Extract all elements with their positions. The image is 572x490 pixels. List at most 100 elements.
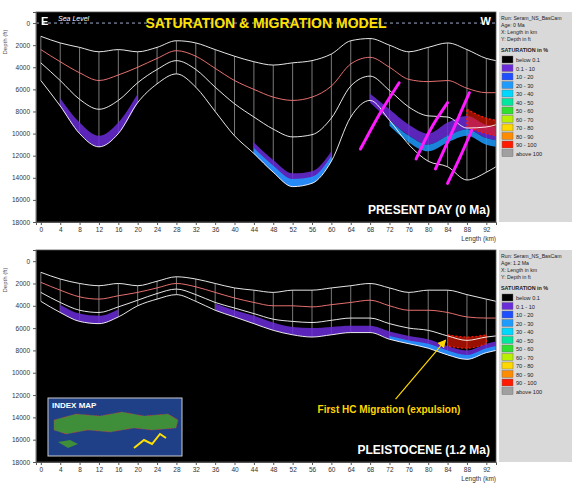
x-tick-mark [99,462,100,465]
legend-swatch [502,345,513,352]
legend-label: 50 - 60 [516,346,533,352]
x-tick-label: 52 [290,226,298,233]
legend-swatch [502,371,513,378]
y-tick: 0 [26,20,36,27]
mesh-line [195,43,196,87]
y-tick-mark [33,23,36,24]
x-tick-mark [389,462,390,465]
index-map-land [54,412,178,434]
x-tick-mark [176,222,177,225]
y-tick-mark [33,134,36,135]
x-tick-mark [389,222,390,225]
legend-label: 30 - 40 [516,329,533,335]
x-tick-mark [428,462,429,465]
y-tick-mark [33,440,36,441]
x-tick: 28 [173,462,181,473]
y-tick: 10000 [12,130,36,137]
x-tick-label: 80 [425,466,433,473]
mesh-line [176,41,177,74]
run-info: Age: 1.2 Ma [501,260,529,266]
x-tick: 68 [367,462,375,473]
x-tick: 40 [231,222,239,233]
x-tick-mark [118,222,119,225]
plot-data [41,36,496,186]
mesh-line [79,47,80,133]
x-tick-label: 12 [96,466,104,473]
x-tick-mark [467,462,468,465]
horizon-line [41,282,496,318]
mesh-line [40,36,41,80]
x-tick-label: 68 [367,226,375,233]
y-tick-mark [33,417,36,418]
legend-swatch [502,90,513,97]
x-tick-mark [448,462,449,465]
x-axis-title: Length (km) [461,235,496,243]
legend-swatch [502,107,513,114]
horizon-line [41,289,496,340]
mesh-line [176,277,177,295]
legend-label: 70 - 80 [516,363,533,369]
y-tick: 0 [26,258,36,265]
mesh-line [350,286,351,333]
horizon-line [41,272,496,301]
mesh-line [370,39,371,101]
legend-swatch [502,82,513,89]
x-tick: 68 [367,222,375,233]
x-tick-mark [293,222,294,225]
y-tick-label: 8000 [16,108,31,115]
x-tick-mark [409,222,410,225]
y-tick-label: 12000 [12,392,30,399]
legend-title: SATURATION in % [501,285,548,291]
x-tick-label: 60 [328,466,336,473]
mesh-line [234,56,235,136]
y-tick-mark [33,89,36,90]
annotation-text: First HC Migration (expulsion) [318,404,461,415]
run-info: Run: Seram_NS_BasCam [501,15,562,21]
y-tick-label: 14000 [12,414,30,421]
x-tick-label: 32 [193,466,201,473]
x-tick-label: 4 [59,226,63,233]
fault-line [435,93,469,169]
panel-label: PLEISTOCENE (1.2 Ma) [358,443,490,457]
y-tick-label: 4000 [16,302,31,309]
mesh-line [157,281,158,299]
x-tick: 48 [270,222,278,233]
x-tick-mark [312,222,313,225]
legend-label: 10 - 20 [516,74,533,80]
y-tick: 4000 [16,302,36,309]
mesh-line [312,61,313,184]
x-tick-mark [351,462,352,465]
x-tick-mark [448,222,449,225]
mesh-line [215,50,216,112]
x-tick-label: 56 [309,466,317,473]
x-tick-mark [138,462,139,465]
x-tick-mark [157,462,158,465]
mesh-line [331,54,332,161]
legend-label: above 100 [516,151,542,157]
sea-level-label: Sea Level [58,15,90,22]
x-tick-mark [254,462,255,465]
legend-label: 90 - 100 [516,380,537,386]
x-tick-mark [370,222,371,225]
legend-swatch [502,388,513,395]
horizon-line [41,50,496,101]
legend-label: 60 - 70 [516,117,533,123]
x-tick: 36 [212,462,220,473]
x-tick-label: 76 [406,466,414,473]
y-tick-mark [33,328,36,329]
y-axis-title: Depth (ft) [2,267,8,292]
x-tick-label: 56 [309,226,317,233]
legend-swatch [502,311,513,318]
legend-swatch [502,337,513,344]
x-tick: 64 [348,462,356,473]
panel-label: PRESENT DAY (0 Ma) [368,203,490,217]
horizon-line [41,36,496,65]
legend-swatch [502,73,513,80]
x-tick-label: 76 [406,226,414,233]
x-tick: 0 [40,462,44,473]
legend-label: 20 - 30 [516,83,533,89]
mesh-line [370,283,371,332]
y-tick-mark [33,111,36,112]
y-tick-label: 10000 [12,369,30,376]
chart-title: SATURATION & MIGRATION MODEL [145,15,387,31]
